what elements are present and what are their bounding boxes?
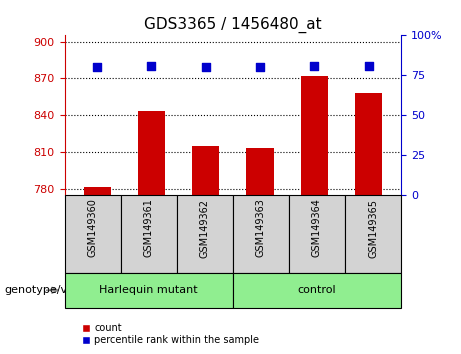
Title: GDS3365 / 1456480_at: GDS3365 / 1456480_at bbox=[144, 16, 322, 33]
Bar bbox=[138, 112, 165, 195]
Point bbox=[256, 64, 264, 70]
Bar bbox=[301, 76, 328, 195]
Text: GSM149365: GSM149365 bbox=[368, 199, 378, 258]
Bar bbox=[192, 146, 219, 195]
Text: GSM149363: GSM149363 bbox=[256, 199, 266, 257]
Text: GSM149360: GSM149360 bbox=[88, 199, 98, 257]
Text: GSM149362: GSM149362 bbox=[200, 199, 210, 258]
Point bbox=[202, 64, 209, 70]
Text: GSM149361: GSM149361 bbox=[144, 199, 154, 257]
Point bbox=[311, 63, 318, 68]
Bar bbox=[83, 187, 111, 195]
Point bbox=[148, 63, 155, 68]
Text: control: control bbox=[298, 285, 336, 295]
Bar bbox=[355, 93, 382, 195]
Bar bbox=[246, 148, 273, 195]
Point bbox=[94, 64, 101, 70]
Point bbox=[365, 63, 372, 68]
Text: genotype/variation: genotype/variation bbox=[5, 285, 111, 295]
Text: GSM149364: GSM149364 bbox=[312, 199, 322, 257]
Text: Harlequin mutant: Harlequin mutant bbox=[100, 285, 198, 295]
Legend: count, percentile rank within the sample: count, percentile rank within the sample bbox=[79, 319, 263, 349]
